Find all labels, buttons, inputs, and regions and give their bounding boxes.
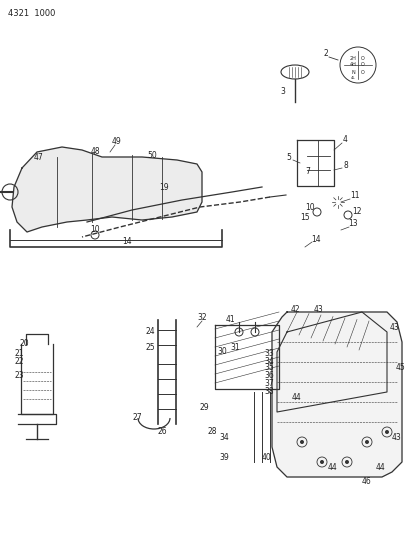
Text: 24: 24	[145, 327, 155, 336]
Text: 12: 12	[352, 207, 362, 216]
Text: 48: 48	[90, 148, 100, 157]
Text: 32: 32	[197, 313, 207, 322]
Text: N: N	[351, 69, 355, 75]
Text: 15: 15	[300, 214, 310, 222]
Text: 2: 2	[324, 50, 328, 59]
Text: 7: 7	[306, 167, 310, 176]
Text: 36: 36	[264, 372, 274, 381]
Text: 22: 22	[14, 358, 24, 367]
Text: 4: 4	[343, 135, 348, 144]
Text: 14: 14	[311, 236, 321, 245]
Text: 26: 26	[157, 427, 167, 437]
Circle shape	[320, 460, 324, 464]
Text: 44: 44	[327, 463, 337, 472]
Text: 50: 50	[147, 150, 157, 159]
Text: 45: 45	[395, 362, 405, 372]
Polygon shape	[272, 312, 402, 477]
Text: 11: 11	[350, 191, 360, 200]
Circle shape	[300, 440, 304, 444]
Text: 4L: 4L	[350, 76, 355, 80]
Text: 34: 34	[219, 432, 229, 441]
Text: 28: 28	[207, 427, 217, 437]
Text: 30: 30	[217, 348, 227, 357]
Text: O: O	[361, 55, 365, 61]
Text: 41: 41	[225, 316, 235, 325]
Text: 4H: 4H	[350, 62, 357, 68]
Text: 47: 47	[33, 152, 43, 161]
Text: 10: 10	[305, 203, 315, 212]
Text: O: O	[361, 69, 365, 75]
Text: 40: 40	[262, 453, 272, 462]
Text: 2H: 2H	[350, 55, 357, 61]
Text: 27: 27	[132, 414, 142, 423]
Text: 43: 43	[392, 432, 402, 441]
Text: 13: 13	[348, 220, 358, 229]
Text: 4321  1000: 4321 1000	[8, 10, 55, 19]
Text: 35: 35	[264, 364, 274, 373]
Text: O: O	[361, 62, 365, 68]
Text: 49: 49	[112, 138, 122, 147]
Text: 34: 34	[264, 357, 274, 366]
Text: 46: 46	[362, 478, 372, 487]
Circle shape	[385, 430, 389, 434]
Text: 10: 10	[90, 225, 100, 235]
Text: 23: 23	[14, 370, 24, 379]
Text: 25: 25	[145, 343, 155, 351]
Text: 44: 44	[292, 392, 302, 401]
Text: 21: 21	[14, 349, 24, 358]
Text: 19: 19	[159, 182, 169, 191]
Text: 37: 37	[264, 378, 274, 387]
Text: 3: 3	[281, 87, 286, 96]
Text: 5: 5	[286, 154, 291, 163]
Text: 38: 38	[264, 386, 274, 395]
Text: 20: 20	[19, 340, 29, 349]
Text: 29: 29	[199, 402, 209, 411]
Text: 43: 43	[390, 322, 400, 332]
Text: 42: 42	[290, 304, 300, 313]
Text: 43: 43	[313, 304, 323, 313]
Text: 39: 39	[219, 453, 229, 462]
Text: 8: 8	[344, 160, 348, 169]
Text: 33: 33	[264, 350, 274, 359]
Text: 14: 14	[122, 238, 132, 246]
Circle shape	[365, 440, 369, 444]
Text: 31: 31	[230, 343, 240, 351]
Text: 44: 44	[375, 463, 385, 472]
Circle shape	[345, 460, 349, 464]
Polygon shape	[12, 147, 202, 232]
